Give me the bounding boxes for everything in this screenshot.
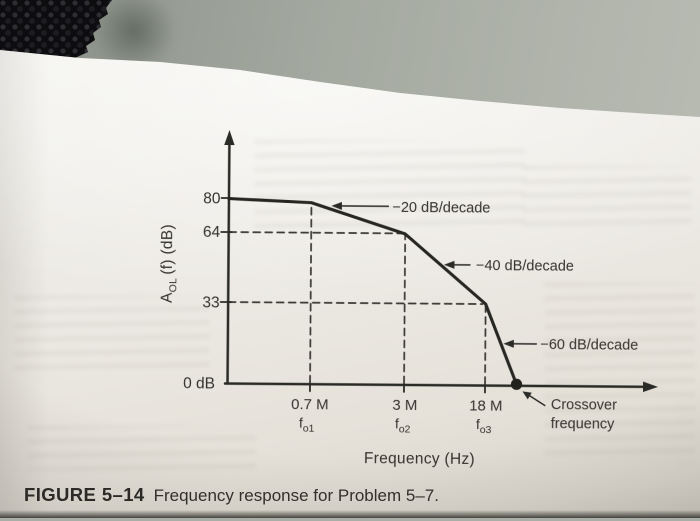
arrow-60db-head-icon <box>503 340 514 348</box>
tick-marks <box>220 198 487 393</box>
annotation-arrows <box>339 206 547 406</box>
y-zero-label: 0 dB <box>183 375 215 392</box>
slope-label-20db: −20 dB/decade <box>392 200 490 217</box>
figure-caption: FIGURE 5–14 Frequency response for Proble… <box>24 484 439 506</box>
x-axis-title: Frequency (Hz) <box>364 450 475 468</box>
x-axis-arrow-icon <box>643 382 658 393</box>
y-axis-arrow-icon <box>224 130 235 145</box>
x-axis <box>225 384 645 387</box>
slope-label-40db: −40 dB/decade <box>476 258 574 275</box>
dashed-guide-64db <box>229 232 403 233</box>
dashed-guides <box>228 203 486 384</box>
x-symbol-fo2: fo2 <box>395 415 411 435</box>
y-axis <box>228 142 230 383</box>
crossover-label-line1: Crossover <box>551 397 617 414</box>
dashed-guide-33db <box>229 302 483 304</box>
y-axis-title: AOL(f) (dB) <box>159 224 180 303</box>
photo-bottom-shadow <box>0 510 700 518</box>
dashed-guide-fo3 <box>485 306 486 384</box>
y-tick-label-80: 80 <box>203 190 221 207</box>
x-tick-label-18M: 18 M <box>469 397 502 414</box>
figure-caption-text: Frequency response for Problem 5–7. <box>154 486 439 505</box>
figure-caption-label: FIGURE 5–14 <box>24 484 145 505</box>
y-tick-label-64: 64 <box>203 224 221 241</box>
dashed-guide-fo1 <box>310 204 311 383</box>
x-symbol-fo3: fo3 <box>476 416 492 436</box>
crossover-label-line2: frequency <box>551 416 616 433</box>
slope-label-60db: −60 dB/decade <box>540 337 638 354</box>
arrow-crossover <box>530 396 545 406</box>
dashed-guide-fo2 <box>404 234 405 383</box>
x-tick-label-3M: 3 M <box>392 397 417 414</box>
crossover-point <box>511 379 522 390</box>
x-symbol-fo1: fo1 <box>299 415 315 435</box>
response-curve <box>228 199 518 385</box>
x-tick-label-0.7M: 0.7 M <box>291 396 329 413</box>
y-tick-label-33: 33 <box>202 294 219 311</box>
